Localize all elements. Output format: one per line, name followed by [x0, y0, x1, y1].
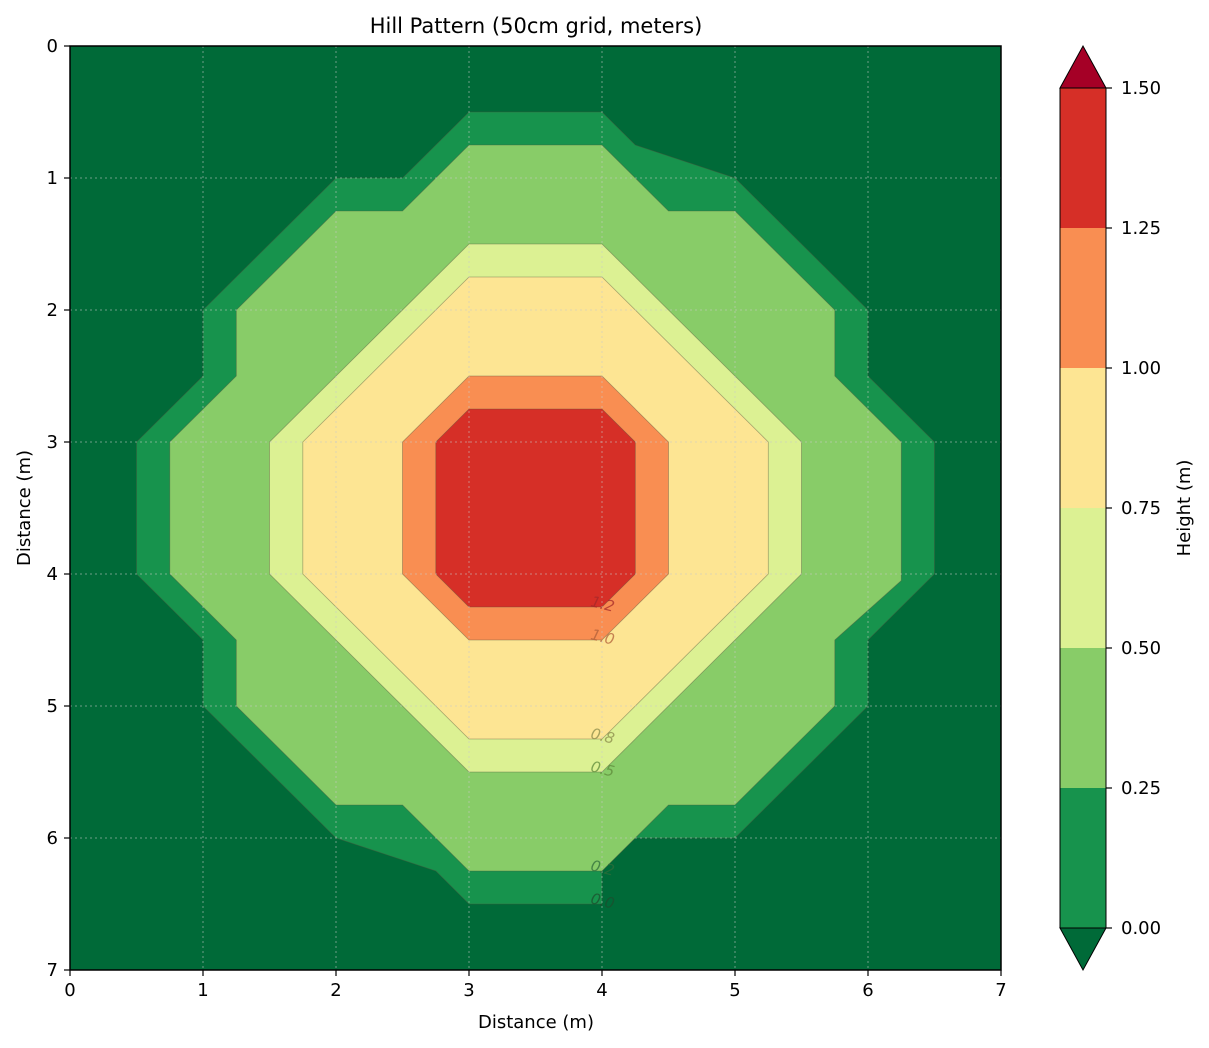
contour-label: 0.2 [589, 856, 617, 879]
contour-label: 1.0 [589, 625, 617, 648]
y-tick-label: 4 [47, 564, 58, 585]
colorbar-under-arrow [1059, 927, 1107, 972]
contour-label: 0.8 [589, 724, 617, 747]
colorbar-segment [1060, 648, 1106, 788]
x-tick-label: 0 [64, 980, 75, 1001]
x-tick-label: 4 [596, 980, 607, 1001]
x-tick-label: 6 [862, 980, 873, 1001]
colorbar-tick-label: 0.75 [1121, 498, 1161, 519]
colorbar-tick-label: 0.50 [1121, 638, 1161, 659]
colorbar-segment [1060, 368, 1106, 508]
y-tick-label: 2 [47, 300, 58, 321]
y-tick-label: 7 [47, 960, 58, 981]
colorbar-tick-label: 0.00 [1121, 918, 1161, 939]
colorbar-segment [1060, 788, 1106, 928]
chart-title: Hill Pattern (50cm grid, meters) [370, 14, 703, 38]
y-tick-label: 1 [47, 168, 58, 189]
y-tick-label: 6 [47, 828, 58, 849]
contour-labels: 1.2 1.0 0.8 0.5 0.2 0.0 [589, 592, 617, 912]
x-tick-label: 1 [197, 980, 208, 1001]
colorbar-segment [1060, 228, 1106, 368]
plot-area: 1.2 1.0 0.8 0.5 0.2 0.0 [69, 45, 1002, 971]
x-axis-label: Distance (m) [478, 1012, 594, 1033]
y-tick-label: 5 [47, 696, 58, 717]
colorbar-tick-label: 1.00 [1121, 358, 1161, 379]
colorbar-label: Height (m) [1174, 460, 1195, 557]
x-axis: 0 1 2 3 4 5 6 7 [64, 970, 1007, 1001]
x-tick-label: 3 [463, 980, 474, 1001]
colorbar-segment [1060, 88, 1106, 228]
contour-label: 0.0 [589, 889, 617, 912]
y-tick-label: 0 [47, 36, 58, 57]
colorbar: 0.00 0.25 0.50 0.75 1.00 1.25 1.50 [1059, 44, 1161, 972]
colorbar-over-arrow [1059, 44, 1107, 89]
colorbar-segment [1060, 508, 1106, 648]
x-tick-label: 7 [995, 980, 1006, 1001]
contour-label: 1.2 [589, 592, 617, 615]
x-tick-label: 2 [330, 980, 341, 1001]
plot-frame [69, 45, 1002, 971]
colorbar-tick-label: 0.25 [1121, 778, 1161, 799]
y-tick-label: 3 [47, 432, 58, 453]
y-axis: 0 1 2 3 4 5 6 7 [47, 36, 70, 981]
colorbar-tick-label: 1.50 [1121, 78, 1161, 99]
grid-lines [70, 46, 1001, 970]
y-axis-label: Distance (m) [14, 450, 35, 566]
x-tick-label: 5 [729, 980, 740, 1001]
colorbar-tick-label: 1.25 [1121, 218, 1161, 239]
contour-region-1.25 [435, 408, 636, 608]
contour-label: 0.5 [589, 757, 617, 780]
